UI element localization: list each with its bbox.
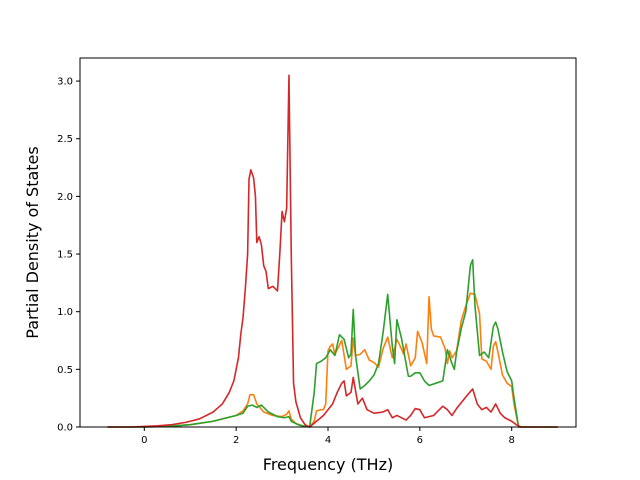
x-tick-label: 6 (417, 435, 423, 446)
y-tick-label: 2.5 (57, 134, 73, 145)
ticks-layer: 0 2 4 6 8 0.0 0.5 1.0 1.5 2.0 2.5 3.0 (57, 77, 515, 446)
series-line-3 (107, 74, 558, 428)
y-axis-label: Partial Density of States (23, 146, 42, 338)
series-line-2 (107, 258, 558, 428)
y-tick-label: 0.0 (57, 423, 73, 434)
y-tick-label: 0.5 (57, 365, 73, 376)
x-tick-label: 2 (233, 435, 239, 446)
y-tick-label: 1.5 (57, 250, 73, 261)
y-tick-label: 3.0 (57, 77, 73, 88)
y-tick-label: 1.0 (57, 307, 73, 318)
x-tick-label: 8 (509, 435, 515, 446)
x-axis-label: Frequency (THz) (263, 455, 393, 474)
x-tick-label: 4 (325, 435, 331, 446)
series-layer (107, 74, 558, 428)
y-tick-label: 2.0 (57, 192, 73, 203)
x-tick-label: 0 (141, 435, 147, 446)
